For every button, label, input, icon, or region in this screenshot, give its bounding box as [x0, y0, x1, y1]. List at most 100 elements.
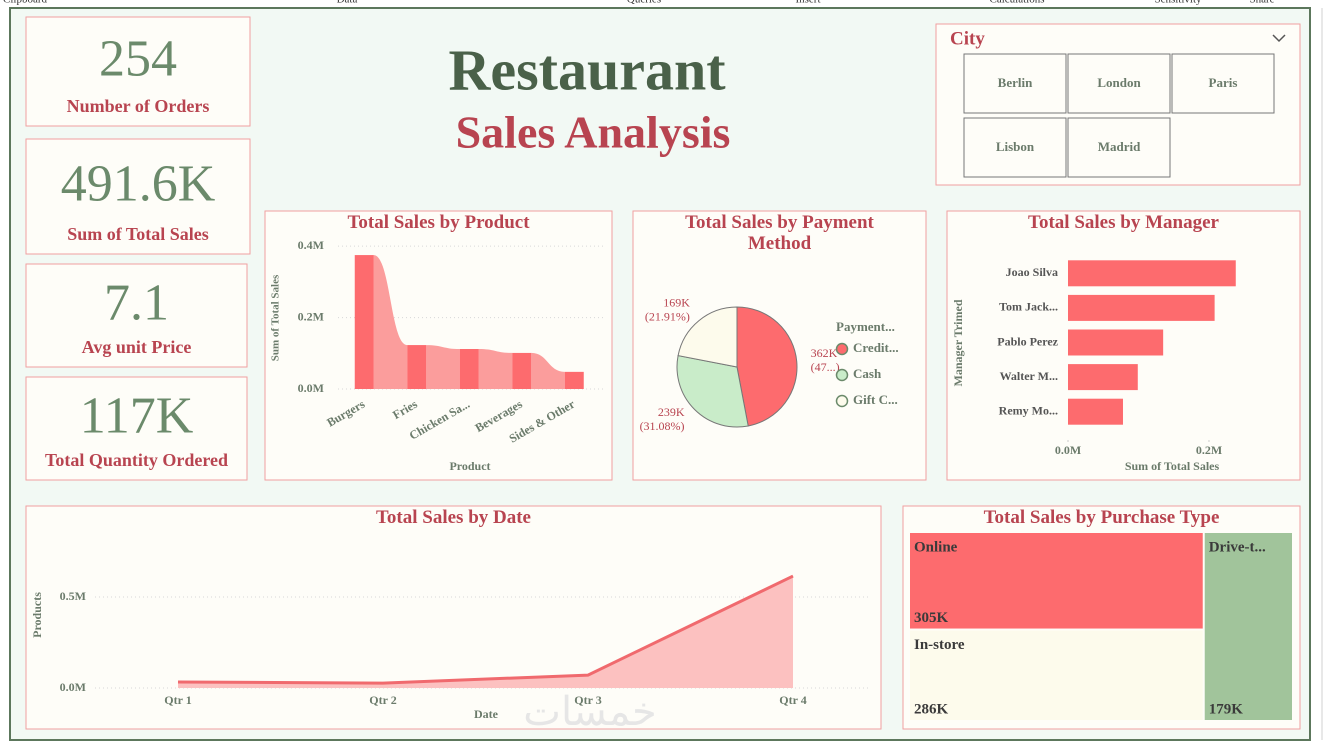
x-tick-label: Qtr 3: [574, 693, 601, 707]
city-button[interactable]: [1067, 117, 1171, 178]
legend-title: Payment...: [836, 319, 895, 334]
treemap-tile: [910, 533, 1203, 629]
ribbon: [373, 255, 408, 389]
x-tick-label: 0.0M: [1055, 443, 1081, 457]
treemap-tile: [910, 630, 1203, 720]
pie-slice: [736, 306, 798, 427]
bar: [354, 255, 374, 389]
chart-title-box: Total Sales by Payment Method: [685, 212, 874, 254]
toolbar-label: Sensitivity: [1154, 0, 1202, 6]
city-button[interactable]: [1171, 53, 1275, 114]
data-label: 362K: [811, 346, 838, 360]
bar: [1068, 260, 1236, 287]
city-button-label[interactable]: Madrid: [1098, 139, 1141, 154]
slicer-title: City: [950, 28, 985, 49]
city-button-label[interactable]: London: [1097, 75, 1141, 90]
kpi-label: Total Quantity Ordered: [45, 450, 228, 470]
bar: [564, 371, 584, 389]
legend-label: Gift C...: [853, 392, 898, 407]
y-tick-label: Joao Silva: [1006, 265, 1058, 279]
x-tick-label: 0.2M: [1196, 443, 1222, 457]
tile-label: Online: [914, 539, 958, 555]
percent-label: (47...): [811, 360, 840, 374]
x-axis-title: Date: [474, 707, 499, 721]
city-button[interactable]: [1067, 53, 1171, 114]
kpi-value: 491.6K: [61, 155, 216, 212]
data-label: 169K: [663, 296, 690, 310]
bar: [407, 345, 427, 389]
y-axis-title: Manager Trimed: [951, 299, 965, 386]
x-tick-label: Qtr 4: [779, 693, 806, 707]
chart-panel: [264, 210, 613, 481]
kpi-card: [25, 16, 251, 127]
kpi-label: Avg unit Price: [82, 337, 192, 357]
treemap-tile: [1204, 533, 1292, 720]
city-button[interactable]: [963, 53, 1067, 114]
slicer-chevron[interactable]: [1272, 34, 1286, 43]
ribbon: [531, 352, 565, 389]
line: [177, 574, 794, 685]
kpi-value: 254: [99, 30, 177, 87]
city-button[interactable]: [963, 117, 1067, 178]
x-axis-title: Product: [449, 459, 490, 473]
legend-marker: [835, 342, 849, 356]
toolbar-label: Queries: [627, 0, 661, 6]
pie-slice: [676, 354, 749, 428]
y-tick-label: 0.2M: [298, 309, 324, 323]
toolbar-label: Share: [1249, 0, 1274, 6]
toolbar-label: Data: [337, 0, 358, 6]
tile-label: Drive-t...: [1209, 539, 1266, 555]
chart-title-box: Total Sales by Date: [376, 507, 531, 528]
y-tick-label: Tom Jack...: [999, 300, 1058, 314]
legend-label: Cash: [853, 366, 882, 381]
city-button-label[interactable]: Lisbon: [996, 139, 1035, 154]
ribbon: [478, 349, 513, 389]
tile-value: 305K: [914, 610, 949, 626]
chart-title: Total Sales by Product: [347, 212, 530, 233]
y-axis-title: Sum of Total Sales: [270, 274, 282, 361]
y-axis-title: Products: [30, 592, 44, 638]
x-tick-label: Qtr 2: [369, 693, 396, 707]
y-tick-label: 0.4M: [298, 238, 324, 252]
x-tick-label: Qtr 1: [164, 693, 191, 707]
dashboard-subtitle: Sales Analysis: [456, 107, 731, 158]
y-tick-label: 0.0M: [298, 381, 324, 395]
y-tick-label: Pablo Perez: [997, 334, 1058, 348]
chart-title: Total Sales by Manager: [1028, 212, 1219, 233]
chart-title: Total Sales by Purchase Type: [983, 507, 1220, 528]
legend-label: Credit...: [853, 340, 899, 355]
dashboard-title: Restaurant: [448, 37, 726, 102]
kpi-card: [25, 376, 248, 481]
percent-label: (31.08%): [640, 419, 685, 433]
bar: [1068, 329, 1164, 356]
chart-title: Total Sales by Payment Method: [685, 212, 874, 254]
y-tick-label: 0.0M: [60, 680, 86, 694]
legend-marker: [835, 368, 849, 382]
toolbar-label: Insert: [795, 0, 820, 6]
watermark: خمسات: [523, 689, 656, 734]
city-button-label[interactable]: Berlin: [998, 75, 1033, 90]
kpi-card: [25, 263, 248, 368]
chart-title-box: Total Sales by Manager: [1028, 212, 1219, 233]
toolbar-label: Calculations: [990, 0, 1045, 6]
tile-label: In-store: [914, 637, 965, 653]
kpi-label: Number of Orders: [67, 96, 210, 116]
legend-marker: [835, 394, 849, 408]
city-button-label[interactable]: Paris: [1209, 75, 1238, 90]
bar: [459, 349, 479, 389]
kpi-label: Sum of Total Sales: [67, 224, 209, 244]
toolbar-label: Clipboard: [3, 0, 47, 6]
y-tick-label: 0.5M: [60, 589, 86, 603]
kpi-value: 7.1: [104, 274, 169, 331]
bar: [1068, 364, 1138, 391]
bar: [1068, 294, 1215, 321]
tile-value: 179K: [1209, 701, 1244, 717]
chart-title-box: Total Sales by Product: [347, 212, 530, 233]
percent-label: (21.91%): [645, 310, 690, 324]
kpi-value: 117K: [80, 387, 194, 444]
ribbon: [426, 345, 460, 389]
x-axis-title: Sum of Total Sales: [1125, 459, 1220, 473]
pie-slice: [677, 306, 738, 368]
y-tick-label: Remy Mo...: [999, 403, 1058, 417]
